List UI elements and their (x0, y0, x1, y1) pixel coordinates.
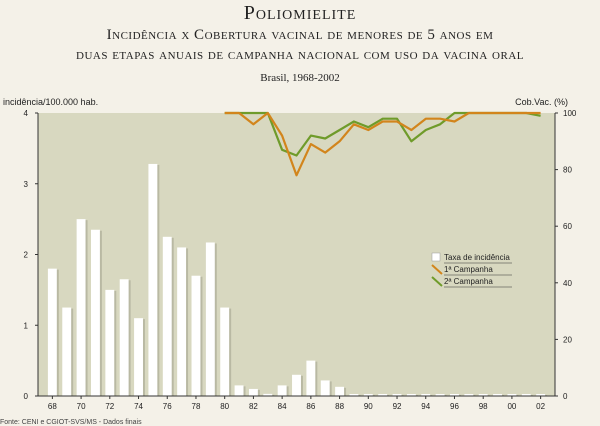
lines-group (224, 111, 541, 177)
x-tick-label: 88 (335, 402, 344, 411)
incidence-bar-1997 (464, 394, 474, 396)
incidence-bar-1988 (335, 386, 345, 396)
incidence-bar-1980 (220, 307, 230, 396)
incidence-bar-1971 (90, 229, 100, 396)
y-right-tick-label: 20 (563, 335, 572, 344)
legend-item-campanha2-label: 2ª Campanha (444, 277, 493, 286)
legend-item-incidence-label: Taxa de incidência (444, 253, 510, 262)
incidence-bar-1999 (493, 394, 503, 396)
incidence-bar-1998 (478, 394, 488, 396)
y-axis-left-label: incidência/100.000 hab. (3, 97, 99, 107)
x-tick-label: 84 (278, 402, 287, 411)
incidence-bar-1979 (205, 242, 215, 396)
incidence-bar-1982 (248, 388, 258, 396)
incidence-bar-1985 (292, 374, 301, 396)
chart-place-period: Brasil, 1968-2002 (260, 72, 340, 84)
x-tick-label: 70 (77, 402, 86, 411)
x-tick-label: 72 (105, 402, 114, 411)
incidence-bar-1996 (450, 394, 459, 396)
y-left-tick-label: 4 (24, 109, 29, 118)
x-tick-label: 98 (479, 402, 488, 411)
incidence-bar-1984 (277, 385, 287, 396)
incidence-bar-1989 (349, 394, 359, 396)
incidence-bar-1974 (134, 318, 143, 396)
incidence-bar-1981 (234, 385, 244, 396)
incidence-bar-1992 (392, 394, 402, 396)
incidence-bar-2000 (507, 394, 517, 396)
incidence-bar-1995 (435, 394, 445, 396)
y-right-tick-label: 0 (563, 392, 568, 401)
legend-item-campanha1-label: 1ª Campanha (444, 265, 493, 274)
incidence-bar-1968 (47, 268, 57, 396)
y-right-tick-label: 80 (563, 166, 572, 175)
incidence-bar-1976 (162, 236, 172, 396)
incidence-bar-1978 (191, 275, 201, 396)
y-left-tick-label: 0 (24, 392, 29, 401)
y-left-tick-label: 1 (24, 321, 29, 330)
x-tick-label: 74 (134, 402, 143, 411)
x-tick-label: 76 (163, 402, 172, 411)
y-right-tick-label: 40 (563, 279, 572, 288)
x-tick-label: 90 (364, 402, 373, 411)
campanha1-line (224, 111, 541, 177)
chart-subtitle-line-1: Incidência x Cobertura vacinal de menore… (106, 27, 494, 43)
incidence-bar-1975 (148, 163, 158, 396)
incidence-bar-1993 (406, 394, 416, 396)
incidence-bar-1970 (76, 219, 86, 396)
y-left-tick-label: 3 (24, 180, 29, 189)
legend-item-campanha1-swatch (431, 264, 443, 275)
y-right-tick-label: 60 (563, 222, 572, 231)
x-tick-label: 68 (48, 402, 57, 411)
incidence-bar-1990 (363, 394, 373, 396)
legend: Taxa de incidência 1ª Campanha 2ª Campanha (431, 252, 512, 288)
chart-subtitle-line-2: duas etapas anuais de campanha nacional … (76, 47, 524, 63)
incidence-bar-1977 (177, 247, 187, 396)
x-tick-label: 02 (536, 402, 545, 411)
incidence-bar-2002 (536, 394, 546, 396)
incidence-bar-1986 (306, 360, 316, 396)
legend-item-campanha2-swatch (431, 276, 443, 287)
x-tick-label: 78 (192, 402, 201, 411)
bars-group (47, 163, 548, 396)
x-tick-label: 80 (220, 402, 229, 411)
x-tick-label: 86 (306, 402, 315, 411)
legend-item-incidence-swatch (431, 252, 441, 262)
y-left-tick-label: 2 (24, 251, 29, 260)
x-tick-label: 94 (421, 402, 430, 411)
incidence-bar-1973 (119, 279, 129, 396)
incidence-bar-1991 (378, 394, 388, 396)
chart-title: Poliomielite (243, 2, 357, 24)
incidence-bar-1983 (263, 393, 273, 396)
y-right-tick-label: 100 (563, 109, 577, 118)
incidence-bar-2001 (521, 394, 531, 396)
incidence-bar-1969 (62, 307, 72, 396)
x-tick-label: 92 (393, 402, 402, 411)
y-axis-right-label: Cob.Vac. (%) (515, 97, 568, 107)
incidence-bar-1987 (320, 380, 330, 396)
source-note: Fonte: CENI e CGIOT-SVS/MS - Dados finai… (0, 419, 142, 426)
x-tick-label: 96 (450, 402, 459, 411)
x-tick-label: 82 (249, 402, 258, 411)
incidence-bar-1972 (105, 289, 115, 396)
incidence-bar-1994 (421, 394, 431, 396)
x-tick-label: 00 (507, 402, 516, 411)
